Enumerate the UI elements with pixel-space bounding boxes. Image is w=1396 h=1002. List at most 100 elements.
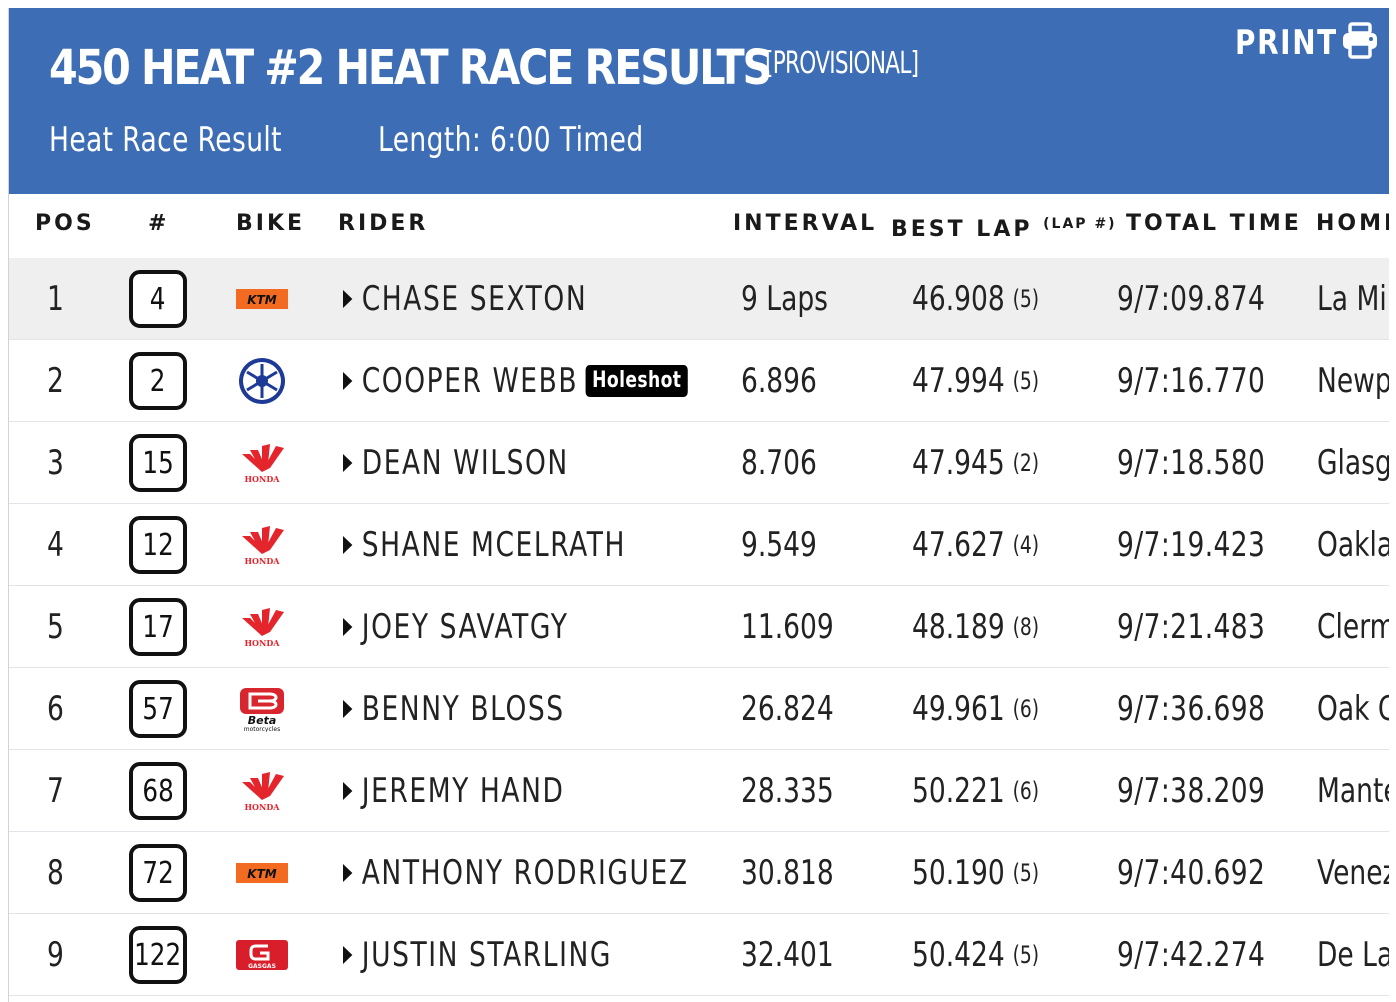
interval: 9.549 <box>741 524 817 565</box>
honda-logo-icon: HONDA <box>234 518 290 572</box>
rider-link[interactable]: COOPER WEBB Holeshot <box>343 340 688 421</box>
rider-number: 4 <box>129 270 187 328</box>
interval: 30.818 <box>741 852 834 893</box>
rider-name: BENNY BLOSS <box>361 688 565 729</box>
col-lap-note: (LAP #) <box>1043 216 1117 232</box>
table-row: 7 68 HONDA JEREMY HAND 28.335 50.221 (6) … <box>9 750 1389 832</box>
best-lap-number: (5) <box>1012 940 1040 969</box>
expand-caret-icon <box>343 863 353 882</box>
best-lap-number: (5) <box>1012 858 1040 887</box>
best-lap: 49.961 (6) <box>912 688 1040 729</box>
table-row: 9 122 GASGAS JUSTIN STARLING 32.401 50.4… <box>9 914 1389 996</box>
col-pos: POS <box>35 211 95 236</box>
rider-link[interactable]: JUSTIN STARLING <box>343 914 612 995</box>
interval: 26.824 <box>741 688 834 729</box>
svg-text:motorcycles: motorcycles <box>244 726 281 732</box>
rider-link[interactable]: JEREMY HAND <box>343 750 564 831</box>
hometown: Manteca <box>1317 770 1389 811</box>
best-lap: 48.189 (8) <box>912 606 1040 647</box>
hometown: Venezuela <box>1317 852 1389 893</box>
col-number: # <box>148 211 170 236</box>
rider-name: SHANE MCELRATH <box>361 524 627 565</box>
interval: 28.335 <box>741 770 834 811</box>
rider-number: 2 <box>129 352 187 410</box>
best-lap: 47.994 (5) <box>912 360 1040 401</box>
total-time: 9/7:21.483 <box>1117 606 1266 647</box>
position: 3 <box>47 442 64 483</box>
interval: 11.609 <box>741 606 834 647</box>
expand-caret-icon <box>343 535 353 554</box>
honda-logo-icon: HONDA <box>234 436 290 490</box>
svg-text:KTM: KTM <box>247 867 276 881</box>
honda-logo-icon: HONDA <box>234 764 290 818</box>
hometown: De Land <box>1317 934 1389 975</box>
svg-text:KTM: KTM <box>247 293 276 307</box>
expand-caret-icon <box>343 699 353 718</box>
rider-link[interactable]: ANTHONY RODRIGUEZ <box>343 832 689 913</box>
best-lap: 47.945 (2) <box>912 442 1040 483</box>
ktm-logo-icon: KTM <box>234 846 290 900</box>
rider-number: 17 <box>129 598 187 656</box>
total-time: 9/7:38.209 <box>1117 770 1266 811</box>
svg-text:HONDA: HONDA <box>245 556 281 566</box>
hometown: Oak Grove <box>1317 688 1389 729</box>
rider-name: JOEY SAVATGY <box>361 606 569 647</box>
rider-link[interactable]: SHANE MCELRATH <box>343 504 626 585</box>
hometown: Clermont <box>1317 606 1389 647</box>
best-lap-number: (4) <box>1012 530 1040 559</box>
position: 6 <box>47 688 64 729</box>
rider-name: JUSTIN STARLING <box>361 934 613 975</box>
total-time: 9/7:40.692 <box>1117 852 1266 893</box>
best-lap: 46.908 (5) <box>912 278 1040 319</box>
total-time: 9/7:19.423 <box>1117 524 1266 565</box>
col-interval: INTERVAL <box>733 211 878 236</box>
col-bike: BIKE <box>236 211 306 236</box>
position: 8 <box>47 852 64 893</box>
best-lap: 50.190 (5) <box>912 852 1040 893</box>
total-time: 9/7:09.874 <box>1117 278 1266 319</box>
position: 1 <box>47 278 64 319</box>
best-lap: 50.424 (5) <box>912 934 1040 975</box>
hometown: Glasgow <box>1317 442 1389 483</box>
position: 7 <box>47 770 64 811</box>
result-type: Heat Race Result <box>49 120 282 160</box>
best-lap-number: (2) <box>1012 448 1040 477</box>
print-button[interactable]: PRINT <box>1235 22 1379 64</box>
honda-logo-icon: HONDA <box>234 600 290 654</box>
best-lap-number: (8) <box>1012 612 1040 641</box>
svg-text:GASGAS: GASGAS <box>248 963 276 970</box>
rider-name: COOPER WEBB <box>361 360 579 401</box>
position: 2 <box>47 360 64 401</box>
total-time: 9/7:16.770 <box>1117 360 1266 401</box>
results-panel: 450 HEAT #2 HEAT RACE RESULTS [PROVISION… <box>8 8 1389 1002</box>
hometown: Newport <box>1317 360 1389 401</box>
svg-text:HONDA: HONDA <box>245 638 281 648</box>
position: 5 <box>47 606 64 647</box>
table-row: 1 4 KTM CHASE SEXTON 9 Laps 46.908 (5) 9/… <box>9 258 1389 340</box>
interval: 32.401 <box>741 934 834 975</box>
table-row: 4 12 HONDA SHANE MCELRATH 9.549 47.627 (4… <box>9 504 1389 586</box>
rider-link[interactable]: JOEY SAVATGY <box>343 586 568 667</box>
best-lap-number: (5) <box>1012 366 1040 395</box>
rider-link[interactable]: BENNY BLOSS <box>343 668 565 749</box>
expand-caret-icon <box>343 453 353 472</box>
rider-name: ANTHONY RODRIGUEZ <box>361 852 689 893</box>
interval: 8.706 <box>741 442 817 483</box>
printer-icon <box>1341 22 1379 64</box>
expand-caret-icon <box>343 781 353 800</box>
table-row: 5 17 HONDA JOEY SAVATGY 11.609 48.189 (8)… <box>9 586 1389 668</box>
rider-link[interactable]: DEAN WILSON <box>343 422 569 503</box>
ktm-logo-icon: KTM <box>234 272 290 326</box>
holeshot-badge: Holeshot <box>585 364 688 397</box>
position: 9 <box>47 934 64 975</box>
best-lap: 50.221 (6) <box>912 770 1040 811</box>
yamaha-logo-icon <box>234 354 290 408</box>
total-time: 9/7:36.698 <box>1117 688 1266 729</box>
table-row: 2 2 COOPER WEBB Holeshot 6.896 47.994 (5) … <box>9 340 1389 422</box>
svg-text:Beta: Beta <box>248 714 277 727</box>
col-rider: RIDER <box>338 211 429 236</box>
results-table: 1 4 KTM CHASE SEXTON 9 Laps 46.908 (5) 9/… <box>9 258 1389 996</box>
col-best-lap-label: BEST LAP <box>891 217 1033 242</box>
rider-link[interactable]: CHASE SEXTON <box>343 258 587 339</box>
rider-number: 72 <box>129 844 187 902</box>
